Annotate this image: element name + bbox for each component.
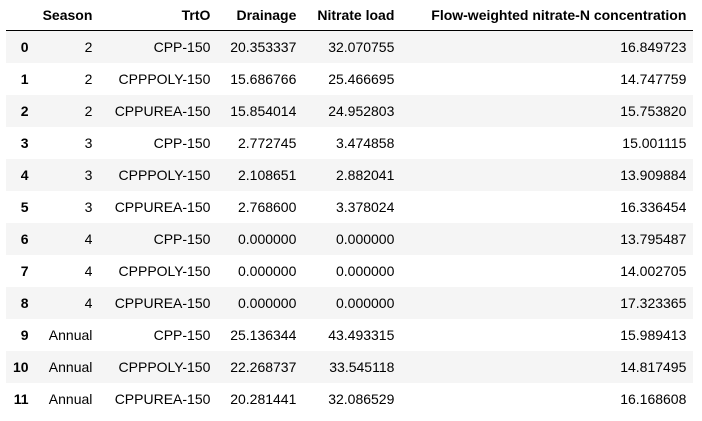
nitrate-load-cell: 43.493315 <box>328 326 395 343</box>
dataframe-table: Season TrtO Drainage Nitrate load Flow-w… <box>6 0 694 415</box>
flow-weighted-cell: 16.849723 <box>620 38 687 55</box>
nitrate-load-cell: 33.545118 <box>329 358 395 375</box>
season-cell: 3 <box>84 134 93 151</box>
trt-cell: CPP-150 <box>153 38 211 55</box>
nitrate-load-cell: 0.000000 <box>335 294 395 311</box>
nitrate-load-cell: 0.000000 <box>335 230 395 247</box>
drainage-cell: 15.854014 <box>230 102 297 119</box>
row-index-cell: 7 <box>20 262 29 279</box>
row-index-cell: 1 <box>20 70 29 87</box>
season-cell: Annual <box>48 326 93 343</box>
season-cell: 3 <box>84 166 93 183</box>
table-row: 6 4 CPP-150 0.000000 0.000000 13.795487 <box>6 222 694 255</box>
nitrate-load-cell: 2.882041 <box>335 166 395 183</box>
season-cell: Annual <box>48 358 93 375</box>
row-index-cell: 11 <box>13 390 29 407</box>
table-row: 7 4 CPPPOLY-150 0.000000 0.000000 14.002705 <box>6 254 694 287</box>
trt-cell: CPPPOLY-150 <box>118 70 211 87</box>
flow-weighted-cell: 15.753820 <box>620 102 687 119</box>
season-cell: 2 <box>84 102 93 119</box>
drainage-cell: 2.768600 <box>237 198 297 215</box>
flow-weighted-cell: 14.817495 <box>620 358 687 375</box>
flow-weighted-cell: 16.336454 <box>620 198 687 215</box>
table-row: 11 Annual CPPUREA-150 20.281441 32.086529 16.… <box>6 382 694 415</box>
row-index-cell: 0 <box>20 38 29 55</box>
season-cell: Annual <box>48 390 93 407</box>
index-column-header <box>6 0 36 31</box>
flow-weighted-cell: 17.323365 <box>620 294 687 311</box>
trt-cell: CPPPOLY-150 <box>118 262 211 279</box>
table-row: 4 3 CPPPOLY-150 2.108651 2.882041 13.909884 <box>6 158 694 191</box>
trt-cell: CPPPOLY-150 <box>118 166 211 183</box>
nitrate-load-cell: 32.086529 <box>328 390 395 407</box>
trt-cell: CPP-150 <box>153 326 211 343</box>
flow-weighted-cell: 15.989413 <box>620 326 687 343</box>
table-row: 3 3 CPP-150 2.772745 3.474858 15.001115 <box>6 126 694 159</box>
table-body: 0 2 CPP-150 20.353337 32.070755 16.849723 1 2 CP… <box>6 30 694 415</box>
flow-weighted-cell: 16.168608 <box>620 390 687 407</box>
season-cell: 2 <box>84 38 93 55</box>
drainage-cell: 20.353337 <box>230 38 297 55</box>
nitrate-load-cell: 3.474858 <box>335 134 395 151</box>
drainage-cell: 0.000000 <box>237 262 297 279</box>
table-row: 0 2 CPP-150 20.353337 32.070755 16.849723 <box>6 30 694 63</box>
header-row: Season TrtO Drainage Nitrate load Flow-w… <box>6 0 694 31</box>
table-row: 10 Annual CPPPOLY-150 22.268737 33.545118 14.… <box>6 350 694 383</box>
flow-weighted-cell: 15.001115 <box>622 134 687 151</box>
trt-cell: CPPUREA-150 <box>114 294 211 311</box>
table-row: 5 3 CPPUREA-150 2.768600 3.378024 16.336454 <box>6 190 694 223</box>
trt-cell: CPPPOLY-150 <box>118 358 211 375</box>
season-cell: 4 <box>84 262 93 279</box>
table-header: Season TrtO Drainage Nitrate load Flow-w… <box>6 0 694 31</box>
season-column-header: Season <box>35 0 100 31</box>
drainage-cell: 20.281441 <box>230 390 297 407</box>
table-row: 9 Annual CPP-150 25.136344 43.493315 15.98941… <box>6 318 694 351</box>
nitrate-load-cell: 32.070755 <box>328 38 395 55</box>
flow-weighted-cell: 14.002705 <box>620 262 687 279</box>
drainage-cell: 0.000000 <box>237 294 297 311</box>
drainage-cell: 0.000000 <box>237 230 297 247</box>
table-row: 2 2 CPPUREA-150 15.854014 24.952803 15.753820 <box>6 94 694 127</box>
row-index-cell: 10 <box>13 358 29 375</box>
drainage-cell: 22.268737 <box>230 358 297 375</box>
row-index-cell: 8 <box>20 294 29 311</box>
season-cell: 4 <box>84 294 93 311</box>
trt-cell: CPP-150 <box>153 134 211 151</box>
drainage-cell: 2.108651 <box>237 166 297 183</box>
trt-cell: CPPUREA-150 <box>114 102 211 119</box>
flow-weighted-cell: 13.795487 <box>620 230 687 247</box>
drainage-column-header: Drainage <box>217 0 304 31</box>
season-cell: 2 <box>84 70 93 87</box>
season-cell: 3 <box>84 198 93 215</box>
row-index-cell: 9 <box>20 326 29 343</box>
trt-cell: CPPUREA-150 <box>114 390 211 407</box>
flow-weighted-cell: 14.747759 <box>620 70 687 87</box>
trt-column-header: TrtO <box>99 0 218 31</box>
nitrate-load-cell: 25.466695 <box>328 70 395 87</box>
row-index-cell: 3 <box>20 134 29 151</box>
row-index-cell: 6 <box>20 230 29 247</box>
nitrate-load-cell: 3.378024 <box>335 198 395 215</box>
drainage-cell: 25.136344 <box>230 326 297 343</box>
drainage-cell: 15.686766 <box>230 70 297 87</box>
nitrate-load-column-header: Nitrate load <box>303 0 402 31</box>
row-index-cell: 5 <box>20 198 29 215</box>
nitrate-load-cell: 24.952803 <box>328 102 395 119</box>
drainage-cell: 2.772745 <box>237 134 297 151</box>
trt-cell: CPP-150 <box>153 230 211 247</box>
row-index-cell: 2 <box>20 102 29 119</box>
flow-weighted-cell: 13.909884 <box>620 166 687 183</box>
flow-weighted-column-header: Flow-weighted nitrate-N concentration <box>401 0 694 31</box>
trt-cell: CPPUREA-150 <box>114 198 211 215</box>
nitrate-load-cell: 0.000000 <box>335 262 395 279</box>
row-index-cell: 4 <box>20 166 29 183</box>
table-row: 8 4 CPPUREA-150 0.000000 0.000000 17.323365 <box>6 286 694 319</box>
table-row: 1 2 CPPPOLY-150 15.686766 25.466695 14.747759 <box>6 62 694 95</box>
season-cell: 4 <box>84 230 93 247</box>
